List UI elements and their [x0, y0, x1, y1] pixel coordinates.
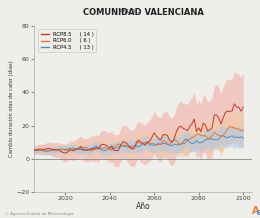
Text: ANUAL: ANUAL — [119, 9, 141, 14]
Text: Emet: Emet — [256, 210, 260, 216]
X-axis label: Año: Año — [136, 202, 150, 211]
Text: © Agencia Estatal de Meteorología: © Agencia Estatal de Meteorología — [5, 212, 74, 216]
Title: COMUNIDAD VALENCIANA: COMUNIDAD VALENCIANA — [83, 8, 203, 17]
Text: A: A — [252, 206, 260, 216]
Y-axis label: Cambio duración olas de calor (días): Cambio duración olas de calor (días) — [9, 61, 14, 157]
Legend: RCP8.5     ( 14 ), RCP6.0     ( 6 ), RCP4.5     ( 13 ): RCP8.5 ( 14 ), RCP6.0 ( 6 ), RCP4.5 ( 13… — [38, 29, 96, 52]
